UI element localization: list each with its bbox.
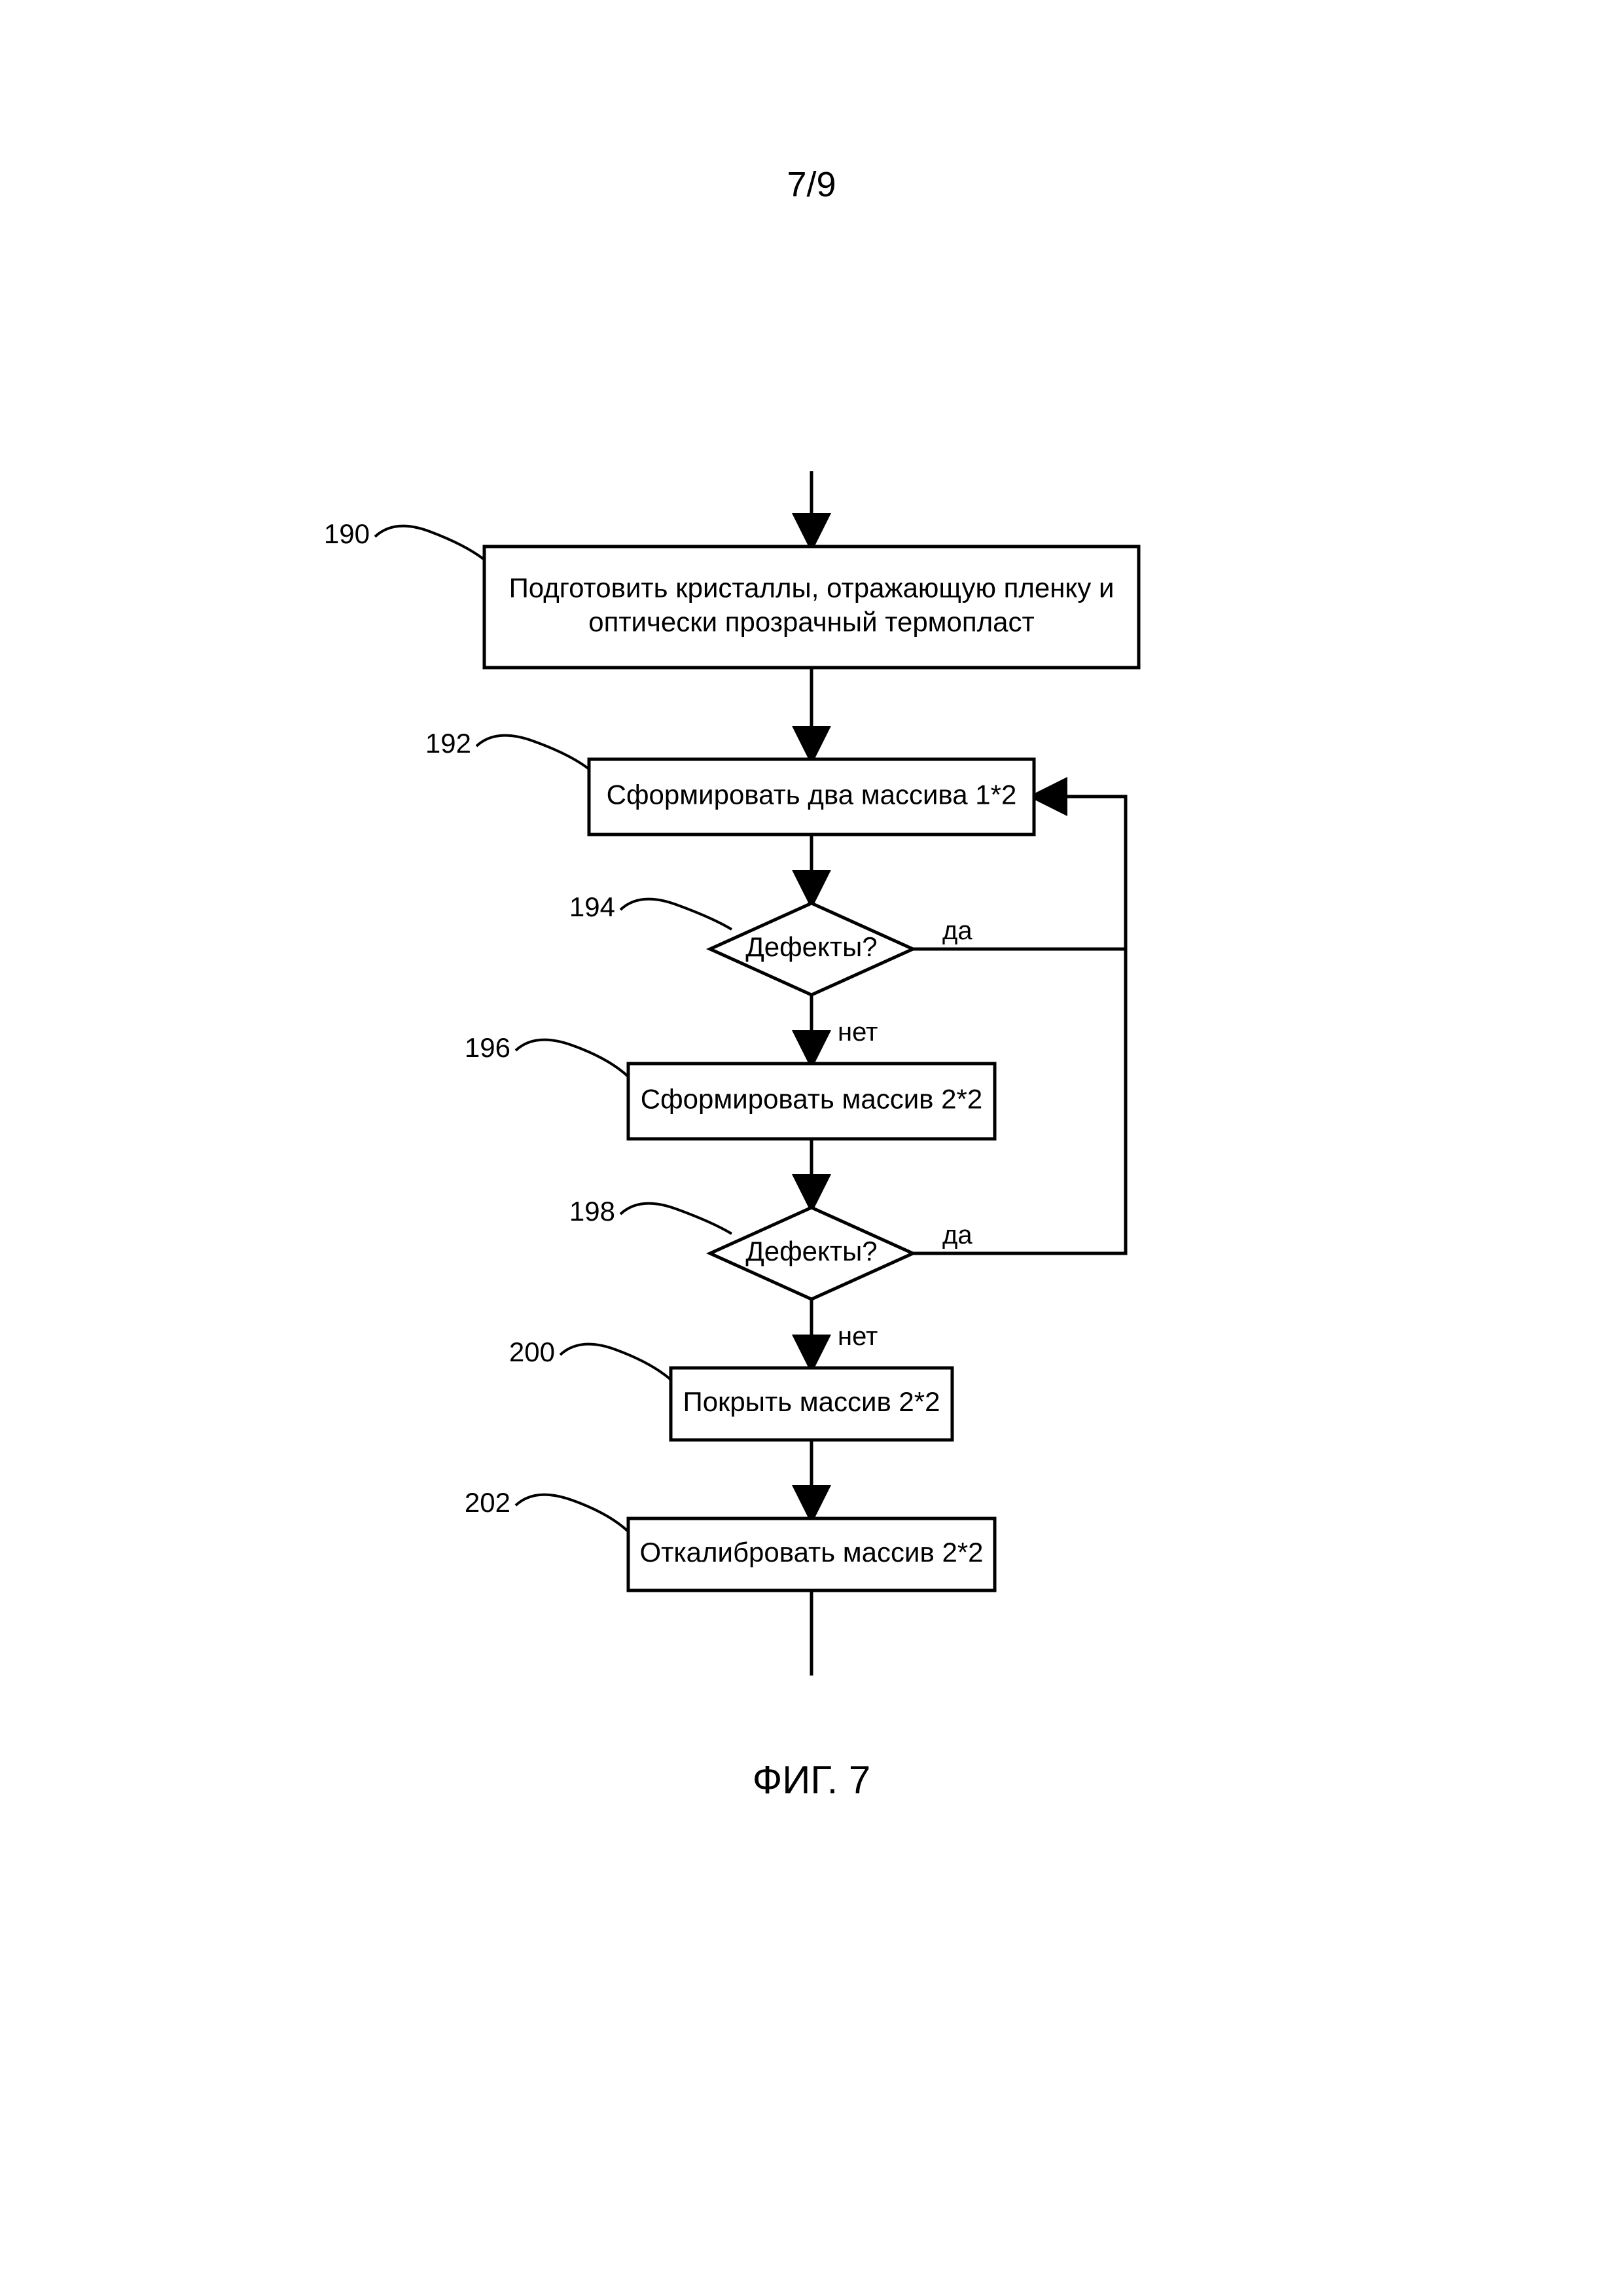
figure-label: ФИГ. 7 xyxy=(753,1758,871,1802)
flowchart-figure-7: 7/9 нет нет да да Подготовить кристаллы, от… xyxy=(0,0,1623,2296)
ref-label-202: 202 xyxy=(465,1487,628,1532)
ref-text-194: 194 xyxy=(569,891,615,922)
ref-label-200: 200 xyxy=(509,1336,671,1380)
ref-label-194: 194 xyxy=(569,891,732,929)
ref-leader-202 xyxy=(516,1495,628,1532)
ref-text-190: 190 xyxy=(324,518,370,549)
ref-label-198: 198 xyxy=(569,1196,732,1234)
ref-leader-196 xyxy=(516,1040,628,1077)
ref-text-192: 192 xyxy=(425,728,471,759)
ref-leader-194 xyxy=(620,899,732,929)
node-202: Откалибровать массив 2*2 xyxy=(628,1518,995,1590)
ref-text-196: 196 xyxy=(465,1032,510,1063)
ref-label-190: 190 xyxy=(324,518,484,560)
node-196: Сформировать массив 2*2 xyxy=(628,1064,995,1139)
page-number: 7/9 xyxy=(787,165,836,204)
ref-text-198: 198 xyxy=(569,1196,615,1227)
node-190: Подготовить кристаллы, отражающую пленку… xyxy=(484,547,1139,668)
edge-label-5: нет xyxy=(838,1322,878,1351)
node-202-text-0: Откалибровать массив 2*2 xyxy=(639,1537,983,1568)
node-190-text-0: Подготовить кристаллы, отражающую пленку… xyxy=(509,573,1115,603)
node-200: Покрыть массив 2*2 xyxy=(671,1368,952,1440)
ref-leader-198 xyxy=(620,1204,732,1234)
node-194-text-0: Дефекты? xyxy=(745,931,877,962)
node-192: Сформировать два массива 1*2 xyxy=(589,759,1034,834)
ref-leader-190 xyxy=(375,526,484,560)
edge-label-8: да xyxy=(942,916,972,945)
node-198: Дефекты? xyxy=(710,1208,913,1299)
node-200-text-0: Покрыть массив 2*2 xyxy=(683,1386,940,1417)
node-194: Дефекты? xyxy=(710,903,913,995)
edge-label-3: нет xyxy=(838,1018,878,1047)
node-196-text-0: Сформировать массив 2*2 xyxy=(641,1084,982,1115)
ref-leader-200 xyxy=(560,1344,671,1380)
ref-label-196: 196 xyxy=(465,1032,628,1077)
edge-label-9: да xyxy=(942,1221,972,1249)
ref-leader-192 xyxy=(476,736,589,769)
ref-text-200: 200 xyxy=(509,1336,555,1367)
node-198-text-0: Дефекты? xyxy=(745,1236,877,1266)
ref-text-202: 202 xyxy=(465,1487,510,1518)
node-190-text-1: оптически прозрачный термопласт xyxy=(588,607,1035,637)
reference-labels-group: 190 192 194 196 198 200 202 xyxy=(324,518,732,1532)
ref-label-192: 192 xyxy=(425,728,589,769)
node-192-text-0: Сформировать два массива 1*2 xyxy=(607,780,1017,810)
